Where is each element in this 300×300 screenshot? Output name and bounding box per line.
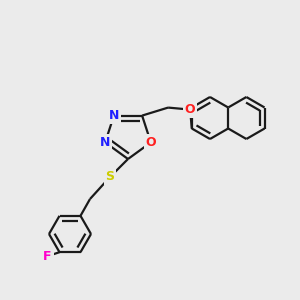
Text: O: O [185,103,195,116]
Text: N: N [100,136,110,149]
Text: S: S [106,170,115,184]
Text: N: N [109,109,119,122]
Text: F: F [43,250,52,263]
Text: O: O [146,136,156,149]
